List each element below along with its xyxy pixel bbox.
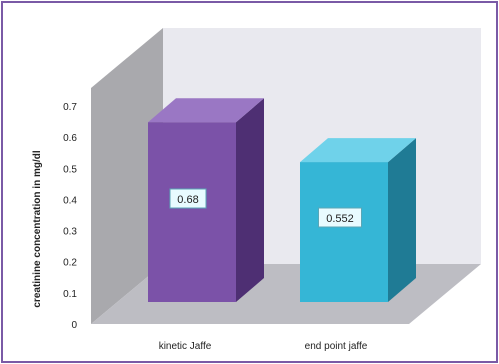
y-tick-label: 0.7 — [63, 102, 77, 113]
y-tick-label: 0.6 — [63, 133, 77, 144]
data-label-box — [318, 207, 362, 228]
side-wall — [91, 28, 163, 324]
bars-group: 0.68 0.552 — [148, 98, 416, 302]
y-tick-label: 0 — [71, 320, 77, 331]
y-tick-label: 0.5 — [63, 164, 77, 175]
bar-side — [236, 98, 264, 302]
data-label-box — [169, 188, 207, 209]
y-tick-label: 0.2 — [63, 258, 77, 269]
bar-top — [300, 138, 416, 163]
bar-side — [388, 138, 416, 302]
x-axis-labels: kinetic Jaffe end point jaffe — [159, 341, 368, 352]
y-axis-title: creatinine concentration in mg/dl — [32, 150, 43, 307]
data-label: 0.68 — [177, 194, 198, 206]
bar-top — [148, 98, 264, 123]
y-tick-label: 0.4 — [63, 195, 77, 206]
bar-1: 0.68 — [148, 98, 264, 302]
bar-front — [300, 162, 388, 302]
bar-front — [148, 122, 236, 302]
x-tick-label: kinetic Jaffe — [159, 341, 212, 352]
y-axis: 0 0.1 0.2 0.3 0.4 0.5 0.6 0.7 — [63, 102, 77, 331]
data-label: 0.552 — [326, 213, 354, 225]
y-tick-label: 0.3 — [63, 227, 77, 238]
x-tick-label: end point jaffe — [305, 341, 368, 352]
bar-chart: 0 0.1 0.2 0.3 0.4 0.5 0.6 0.7 0.68 0.552 kinetic… — [32, 28, 481, 352]
bar-2: 0.552 — [300, 138, 416, 302]
y-tick-label: 0.1 — [63, 289, 77, 300]
